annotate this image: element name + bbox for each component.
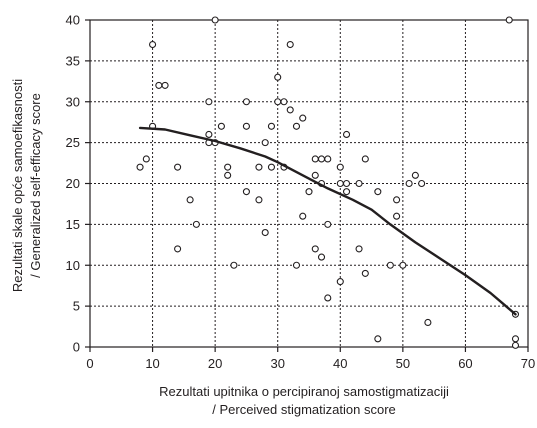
data-point [324,155,332,163]
data-point [174,163,182,171]
data-point [361,155,369,163]
x-tick-label: 0 [86,356,93,371]
y-tick-label: 35 [66,53,80,68]
data-point [242,122,250,130]
x-tick-label: 60 [458,356,472,371]
data-point [242,188,250,196]
y-axis-title-line: / Generalized self-efficacy score [28,93,43,278]
x-tick-label: 10 [145,356,159,371]
x-tick-label: 30 [270,356,284,371]
data-point [511,335,520,343]
data-point [205,98,213,106]
data-point [317,253,326,261]
x-tick-label: 70 [521,356,535,371]
data-point [211,16,219,24]
data-point [324,220,332,228]
data-point [286,40,294,49]
data-point [230,261,238,269]
data-point [274,98,282,106]
data-point [292,261,301,269]
data-point [305,188,313,196]
y-tick-label: 20 [66,176,80,191]
y-tick-label: 0 [73,340,80,355]
y-tick-label: 25 [66,135,80,150]
data-point [418,179,426,188]
y-tick-label: 10 [66,258,80,273]
data-point [155,81,163,89]
data-point [424,318,432,327]
data-point [217,122,225,130]
x-tick-label: 50 [396,356,410,371]
data-point [393,212,401,220]
data-point [386,261,394,269]
data-point [505,16,513,24]
data-point [149,40,157,49]
data-point [511,341,520,349]
data-point [255,163,263,171]
data-point [336,163,344,171]
data-point [317,155,326,163]
data-point [342,188,351,196]
data-point [161,81,169,89]
data-point [299,114,307,122]
data-point [205,130,213,138]
data-points [136,16,520,349]
y-tick-label: 30 [66,94,80,109]
data-point [255,196,263,204]
data-point [280,98,288,106]
data-point [242,98,250,106]
data-point [336,179,344,188]
grid [90,20,528,347]
y-tick-label: 15 [66,217,80,232]
data-point [374,335,382,343]
trend-line [138,126,517,316]
data-point [136,163,144,171]
x-axis-title-line: / Perceived stigmatization score [212,402,396,417]
data-point [186,196,194,204]
x-tick-label: 20 [208,356,222,371]
data-point [292,122,301,130]
data-point [192,220,200,228]
data-point [393,196,401,204]
data-point [399,261,407,269]
y-tick-label: 5 [73,299,80,314]
y-axis-title-line: Rezultati skale opće samoefikasnosti [10,79,25,292]
data-point [324,294,332,302]
axis-labels: 0 10 20 30 40 50 60 70 0 5 10 15 20 25 30 35 40 Rezultati… [10,13,535,418]
data-point [311,155,319,163]
data-point [286,106,294,114]
data-point [311,171,319,179]
data-point [311,245,319,253]
data-point [405,179,413,188]
x-tick-label: 40 [333,356,347,371]
data-point [361,269,369,277]
data-point [342,130,351,138]
data-point [261,229,269,237]
data-point [142,155,150,163]
data-point [336,278,344,286]
data-point [267,122,276,130]
data-point [355,245,363,253]
axis-ticks [85,19,529,352]
x-axis-title-line: Rezultati upitnika o percipiranoj samost… [159,384,449,399]
data-point [224,171,232,179]
data-point [261,139,269,147]
data-point [174,245,182,253]
data-point [267,163,276,171]
data-point [355,179,363,188]
data-point [342,179,351,188]
data-point [274,73,282,81]
data-point [299,212,307,220]
data-point [411,171,419,179]
y-tick-label: 40 [66,13,80,28]
data-point [224,163,232,171]
data-point [374,188,382,196]
